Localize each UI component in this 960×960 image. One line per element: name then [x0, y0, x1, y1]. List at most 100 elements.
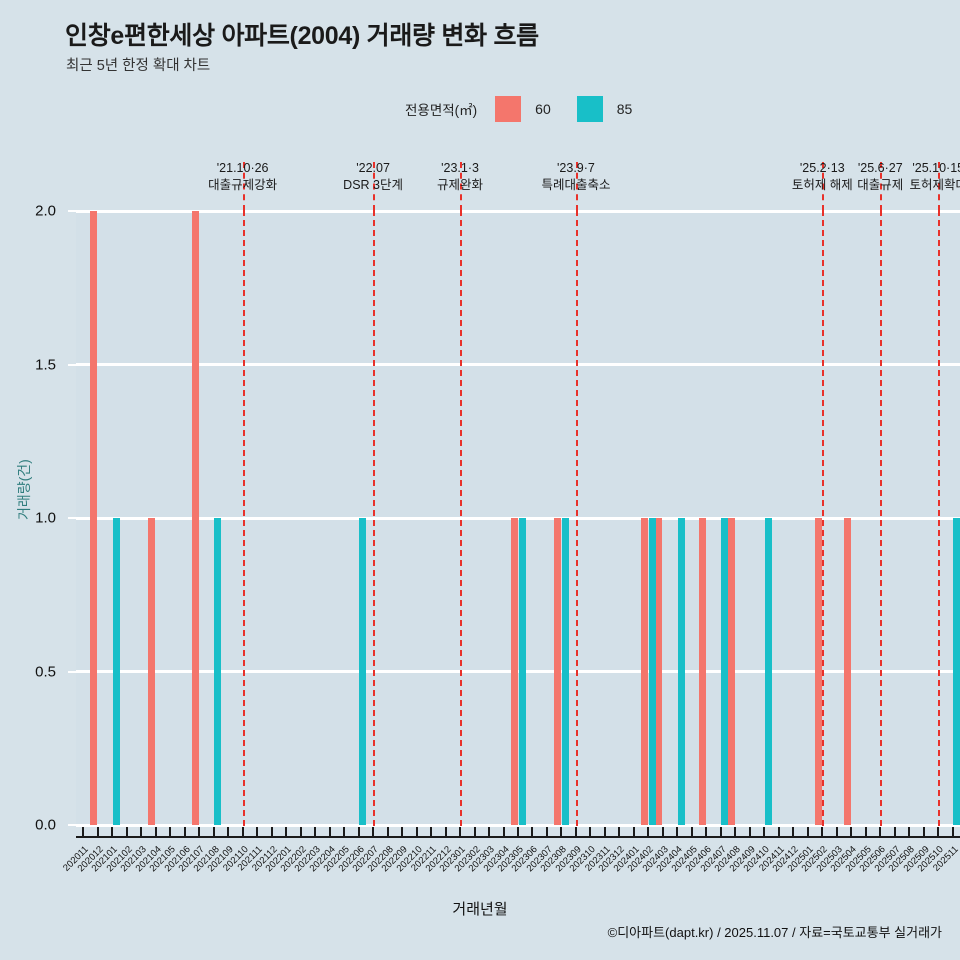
event-text: 대출규제강화: [208, 177, 278, 192]
x-tick-mark: [154, 827, 157, 838]
x-tick-mark: [719, 827, 722, 838]
event-vline: [575, 210, 578, 826]
x-tick-mark: [96, 827, 99, 838]
x-tick-mark: [299, 827, 302, 838]
gridline: [76, 209, 960, 213]
bar: [655, 518, 663, 825]
x-tick-mark: [690, 827, 693, 838]
legend-label-60: 60: [535, 101, 551, 117]
x-tick-mark: [922, 827, 925, 838]
y-tick-mark: [68, 210, 76, 212]
event-annotation-line: [880, 162, 883, 211]
x-tick-mark: [328, 827, 331, 838]
legend-swatch-85: [576, 96, 603, 122]
x-tick-mark: [241, 827, 244, 838]
x-tick-mark: [632, 827, 635, 838]
event-date: '21.10·26: [216, 161, 269, 175]
bar: [953, 518, 960, 825]
y-tick-label: 0.5: [35, 663, 56, 680]
gridline: [76, 670, 960, 673]
event-vline: [822, 210, 825, 826]
event-annotation: '25.6·27 대출규제: [857, 160, 903, 194]
y-tick-mark: [68, 670, 76, 673]
event-annotation-line: [460, 162, 463, 211]
x-tick-mark: [777, 827, 780, 838]
x-tick-mark: [357, 827, 360, 838]
x-tick-mark: [734, 827, 737, 838]
x-tick-mark: [183, 827, 186, 838]
y-tick-label: 1.5: [35, 356, 56, 373]
x-tick-mark: [198, 827, 201, 838]
event-annotation: '25.10·15 토허제확대: [909, 160, 960, 194]
x-tick-mark: [473, 827, 476, 838]
gridline: [76, 363, 960, 366]
bar: [90, 211, 98, 825]
x-tick-mark: [560, 827, 563, 838]
x-tick-mark: [821, 827, 824, 838]
bar: [698, 518, 706, 825]
bar: [214, 518, 222, 825]
x-tick-mark: [618, 827, 621, 838]
bar: [148, 518, 156, 825]
event-text: 토허제확대: [909, 177, 960, 192]
chart-legend: 전용면적(㎡) 60 85: [405, 96, 632, 122]
x-tick-mark: [502, 827, 505, 838]
event-date: '23.1·3: [441, 161, 479, 175]
x-tick-mark: [386, 827, 389, 838]
y-tick-label: 1.0: [35, 509, 56, 527]
chart-subtitle: 최근 5년 한정 확대 차트: [66, 58, 211, 74]
bar: [561, 518, 569, 825]
x-tick-mark: [444, 827, 447, 838]
bar: [764, 518, 772, 825]
bar: [112, 518, 120, 825]
x-tick-mark: [908, 827, 911, 838]
x-tick-mark: [343, 827, 346, 838]
x-tick-mark: [603, 827, 606, 838]
event-annotation: '22.07 DSR 3단계: [343, 160, 403, 194]
x-tick-mark: [270, 827, 273, 838]
event-annotation: '23.9·7 특례대출축소: [541, 160, 610, 194]
x-tick-mark: [111, 827, 114, 838]
bar: [648, 518, 656, 825]
bar: [518, 518, 526, 825]
x-tick-mark: [314, 827, 317, 838]
event-text: 규제완화: [437, 177, 484, 192]
bar: [191, 211, 199, 825]
x-axis: 202011 202012 202101 202102 202103 202104 2021…: [61, 827, 960, 874]
x-tick-mark: [792, 827, 795, 838]
x-tick-mark: [574, 827, 577, 838]
x-tick-mark: [806, 827, 809, 838]
x-tick-mark: [372, 827, 375, 838]
event-text: 특례대출축소: [541, 177, 611, 192]
x-tick-mark: [763, 827, 766, 838]
event-annotation-line: [242, 162, 245, 211]
x-tick-mark: [951, 827, 954, 838]
x-tick-mark: [879, 827, 882, 838]
event-annotation-line: [575, 162, 578, 211]
x-tick-mark: [517, 827, 519, 838]
event-vline: [373, 210, 376, 826]
event-date: '22.07: [356, 161, 390, 175]
x-tick-mark: [82, 827, 85, 838]
x-axis-label: 거래년월: [452, 901, 508, 918]
x-tick-mark: [893, 827, 896, 838]
footer-credit: ©디아파트(dapt.kr) / 2025.11.07 / 자료=국토교통부 실…: [607, 925, 942, 940]
event-vline: [242, 210, 245, 826]
gridline: [76, 516, 960, 520]
bar: [553, 518, 561, 825]
gridline: [76, 823, 960, 827]
x-tick-mark: [748, 827, 751, 838]
x-tick-mark: [430, 827, 433, 838]
x-tick-mark: [140, 827, 143, 838]
event-text: 대출규제: [857, 177, 904, 192]
x-tick-mark: [285, 827, 288, 838]
y-tick-mark: [68, 517, 76, 519]
y-tick-mark: [68, 824, 76, 826]
event-annotation-line: [822, 162, 825, 211]
page-title: 인창e편한세상 아파트(2004) 거래량 변화 흐름: [65, 22, 539, 50]
bar: [677, 518, 685, 825]
event-text: 토허제 해제: [791, 177, 853, 192]
event-vline: [460, 210, 463, 826]
plot-area: 0.0 0.5 1.0 1.5 2.0: [35, 203, 960, 834]
